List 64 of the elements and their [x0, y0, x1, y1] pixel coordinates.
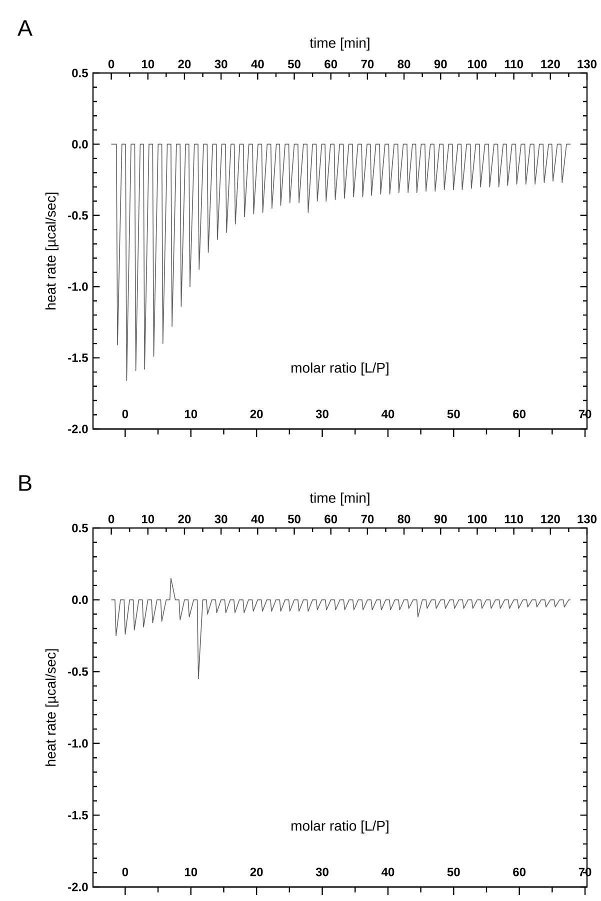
x-tick-label: 110: [504, 514, 523, 524]
x-tick-label: 130: [578, 60, 596, 68]
x2-tick-label: 40: [381, 410, 394, 418]
y-tick-label: -1.5: [68, 811, 88, 820]
x-tick-label: 130: [578, 514, 596, 524]
x-tick-label: 20: [178, 60, 190, 68]
x-tick-label: 50: [288, 514, 300, 524]
y-tick-label: 0.5: [72, 68, 88, 78]
x-tick-label: 80: [398, 514, 410, 524]
y-tick-label: 0.0: [72, 596, 88, 604]
x2-tick-label: 60: [512, 410, 526, 418]
x2-axis-title: molar ratio [L/P]: [291, 362, 388, 376]
x-tick-label: 0: [108, 514, 114, 524]
x-tick-label: 100: [468, 60, 487, 68]
x-tick-label: 110: [504, 60, 523, 68]
y-tick-label: -2.0: [68, 882, 88, 892]
x2-tick-label: 30: [316, 868, 328, 876]
x2-tick-label: 0: [122, 410, 128, 418]
y-tick-label: -1.0: [68, 282, 88, 291]
x-tick-label: 100: [468, 514, 487, 524]
x2-axis-title: molar ratio [L/P]: [291, 820, 388, 834]
x2-tick-label: 10: [184, 868, 197, 876]
x2-tick-label: 20: [250, 410, 263, 418]
x2-tick-label: 50: [447, 868, 460, 876]
y-tick-label: -0.5: [68, 667, 88, 676]
x-tick-label: 70: [361, 514, 374, 524]
x-tick-label: 70: [361, 60, 374, 68]
x-tick-label: 120: [540, 60, 560, 68]
x2-tick-label: 30: [316, 410, 328, 418]
line-series: [110, 578, 571, 680]
x-tick-label: 40: [250, 60, 264, 68]
x-tick-label: 120: [540, 514, 560, 524]
x-tick-label: 20: [178, 514, 190, 524]
x2-tick-label: 10: [184, 410, 197, 418]
x-tick-label: 90: [434, 60, 447, 68]
y-tick-label: -1.5: [68, 354, 88, 362]
line-series: [110, 144, 571, 381]
y-axis-title: heat rate [µcal/sec]: [45, 649, 58, 766]
x2-tick-label: 50: [447, 410, 460, 418]
y-tick-label: 0.5: [72, 524, 88, 532]
x-tick-label: 40: [250, 514, 264, 524]
x2-tick-label: 60: [512, 868, 526, 876]
x-tick-label: 0: [108, 60, 114, 68]
x2-tick-label: 20: [250, 868, 263, 876]
x2-tick-label: 0: [122, 868, 128, 876]
x-tick-label: 30: [214, 60, 228, 68]
y-tick-label: -1.0: [68, 739, 88, 748]
x-axis-title: time [min]: [310, 492, 370, 506]
x-tick-label: 10: [142, 60, 154, 68]
x-tick-label: 60: [324, 514, 337, 524]
y-tick-label: -2.0: [68, 424, 88, 434]
x-tick-label: 90: [434, 514, 447, 524]
x-axis-title: time [min]: [310, 38, 370, 51]
x-tick-label: 80: [398, 60, 410, 68]
y-axis-title: heat rate [µcal/sec]: [45, 192, 58, 310]
y-tick-label: 0.0: [72, 140, 88, 148]
y-tick-label: -0.5: [68, 211, 88, 220]
x-tick-label: 10: [142, 514, 154, 524]
x-tick-label: 60: [324, 60, 337, 68]
x-tick-label: 50: [288, 60, 300, 68]
chart-title: A: [17, 20, 32, 36]
x-tick-label: 30: [214, 514, 228, 524]
chart-title: B: [19, 475, 32, 491]
x2-tick-label: 40: [381, 868, 394, 876]
